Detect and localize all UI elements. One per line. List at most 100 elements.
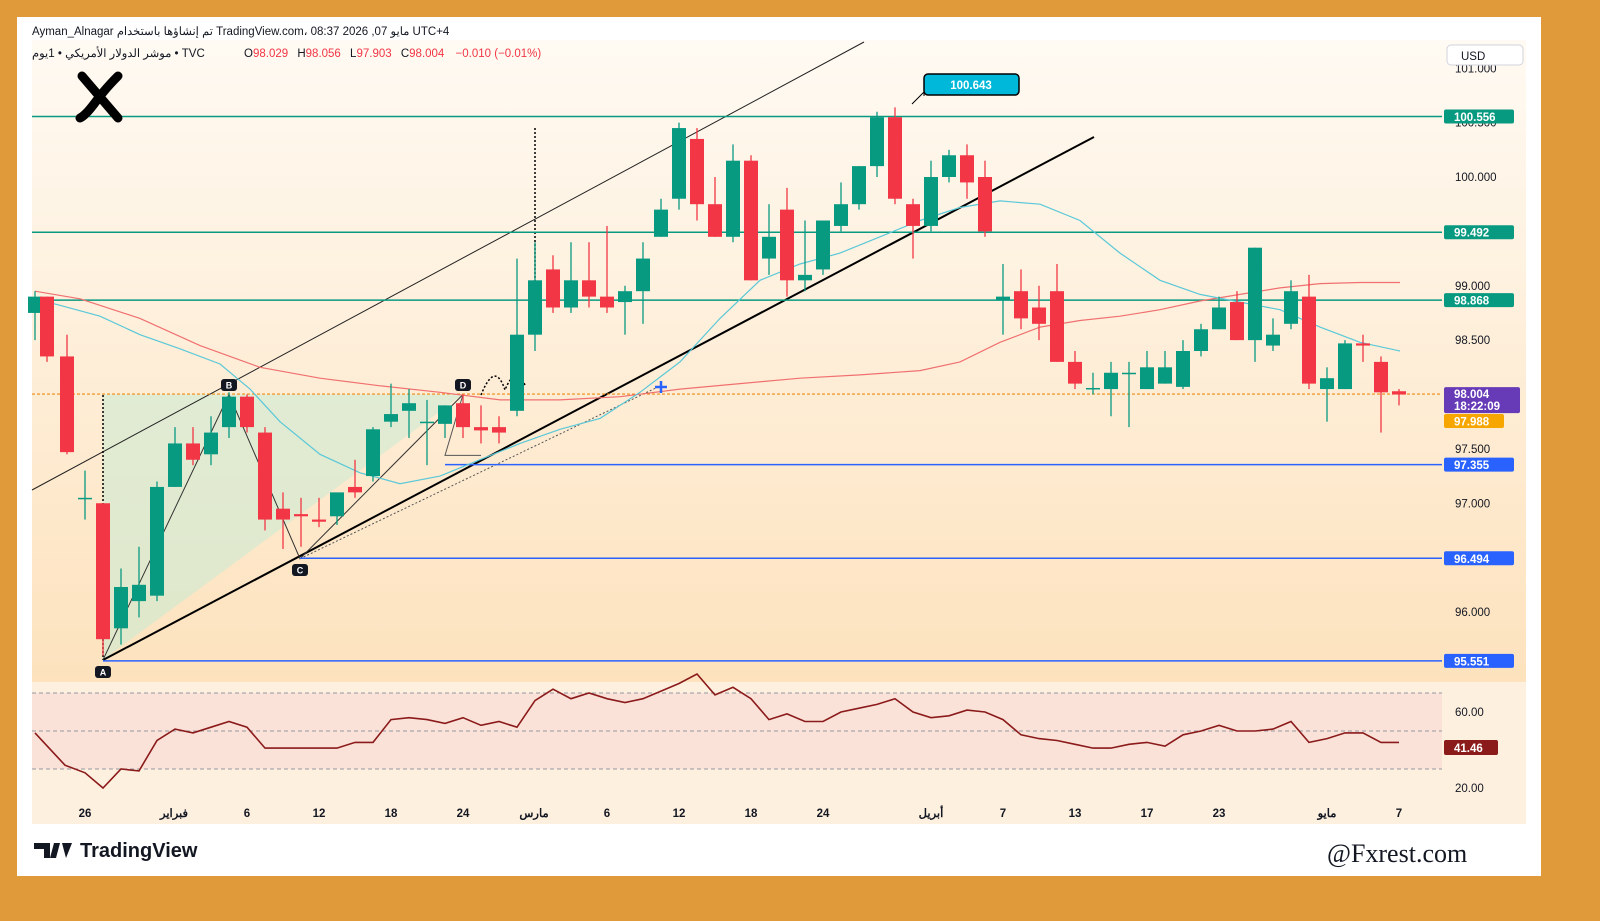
candle-19[interactable]: [366, 427, 380, 482]
candle-31[interactable]: [582, 242, 596, 308]
candle-65[interactable]: [1194, 323, 1208, 357]
candle-11[interactable]: [222, 392, 236, 438]
candle-64[interactable]: [1176, 340, 1190, 390]
candle-26[interactable]: [492, 416, 506, 444]
candle-27[interactable]: [510, 258, 524, 417]
candle-body: [384, 414, 398, 422]
candle-30[interactable]: [564, 242, 578, 313]
candle-22[interactable]: [420, 399, 434, 466]
candle-43[interactable]: [798, 220, 812, 292]
candle-0[interactable]: [28, 291, 42, 341]
candle-51[interactable]: [942, 149, 956, 183]
candle-39[interactable]: [726, 144, 740, 243]
candle-60[interactable]: [1104, 361, 1118, 417]
candle-6[interactable]: [132, 546, 146, 618]
candle-35[interactable]: [654, 198, 668, 237]
candle-41[interactable]: [762, 204, 776, 275]
candle-58[interactable]: [1068, 351, 1082, 390]
candle-8[interactable]: [168, 427, 182, 487]
candle-body: [762, 236, 776, 259]
candle-body: [348, 486, 362, 493]
candle-12[interactable]: [240, 394, 254, 433]
candle-66[interactable]: [1212, 296, 1226, 330]
candle-53[interactable]: [978, 160, 992, 237]
candle-4[interactable]: [96, 503, 110, 656]
candle-59[interactable]: [1086, 372, 1100, 395]
candle-2[interactable]: [60, 334, 74, 455]
candle-5[interactable]: [114, 568, 128, 645]
candle-23[interactable]: [438, 405, 452, 438]
candle-54[interactable]: [996, 264, 1010, 335]
candle-42[interactable]: [780, 187, 794, 297]
candle-40[interactable]: [744, 155, 758, 281]
candle-20[interactable]: [384, 383, 398, 428]
candle-body: [78, 497, 92, 500]
candle-25[interactable]: [474, 405, 488, 444]
price-tick-label: 97.000: [1455, 498, 1490, 510]
candle-15[interactable]: [294, 497, 308, 547]
high-price-callout[interactable]: 100.643: [911, 73, 1020, 105]
candle-34[interactable]: [636, 242, 650, 324]
candle-33[interactable]: [618, 285, 632, 335]
price-axis[interactable]: 20.00 60.00 41.46 96.000 97.000 97.500 98.500 9…: [1444, 63, 1520, 795]
candle-73[interactable]: [1338, 340, 1352, 390]
candle-1[interactable]: [40, 296, 54, 362]
candle-61[interactable]: [1122, 361, 1136, 428]
currency-badge[interactable]: USD: [1446, 44, 1524, 66]
candle-71[interactable]: [1302, 274, 1316, 390]
candle-76[interactable]: [1392, 389, 1406, 406]
candle-body: [330, 492, 344, 517]
candle-body: [1014, 291, 1028, 319]
candle-body: [204, 432, 218, 455]
candle-67[interactable]: [1230, 291, 1244, 341]
time-axis[interactable]: 26 فبراير 6 12 18 24 مارس 6 12 18 24 أبريل 7 13 17 23 ما…: [79, 805, 1403, 821]
candle-13[interactable]: [258, 427, 272, 531]
candle-57[interactable]: [1050, 264, 1064, 362]
candle-3[interactable]: [78, 470, 92, 520]
candle-36[interactable]: [672, 122, 686, 210]
candle-body: [906, 204, 920, 226]
candle-45[interactable]: [834, 182, 848, 232]
price-tag-label: 99.492: [1454, 228, 1489, 240]
low-value: 97.903: [356, 48, 391, 60]
candle-38[interactable]: [708, 177, 722, 237]
candle-74[interactable]: [1356, 334, 1370, 362]
candle-32[interactable]: [600, 225, 614, 313]
candle-68[interactable]: [1248, 247, 1262, 362]
candle-70[interactable]: [1284, 280, 1298, 330]
candle-16[interactable]: [312, 497, 326, 528]
candle-44[interactable]: [816, 220, 830, 275]
candle-56[interactable]: [1032, 285, 1046, 341]
price-tag-100.556: 100.556: [1444, 109, 1514, 124]
candle-72[interactable]: [1320, 367, 1334, 422]
candle-21[interactable]: [402, 389, 416, 438]
candle-62[interactable]: [1140, 351, 1154, 390]
time-tick-label: 6: [244, 808, 250, 820]
candle-69[interactable]: [1266, 318, 1280, 351]
candle-14[interactable]: [276, 492, 290, 549]
candle-52[interactable]: [960, 144, 974, 199]
candle-55[interactable]: [1014, 269, 1028, 330]
candle-9[interactable]: [186, 427, 200, 466]
candle-47[interactable]: [870, 111, 884, 177]
candle-49[interactable]: [906, 198, 920, 259]
candle-63[interactable]: [1158, 351, 1172, 384]
candle-10[interactable]: [204, 416, 218, 466]
candle-7[interactable]: [150, 481, 164, 602]
price-tag-label: 100.556: [1454, 112, 1496, 124]
candle-75[interactable]: [1374, 356, 1388, 433]
price-tick-label: 97.500: [1455, 444, 1490, 456]
candle-37[interactable]: [690, 128, 704, 221]
candle-28[interactable]: [528, 242, 542, 351]
candle-29[interactable]: [546, 255, 560, 313]
candle-50[interactable]: [924, 160, 938, 232]
candle-48[interactable]: [888, 107, 902, 205]
current-price-tag-label: 98.004: [1454, 389, 1490, 401]
candle-body: [744, 160, 758, 281]
candle-24[interactable]: [456, 394, 470, 439]
candle-17[interactable]: [330, 492, 344, 525]
candle-18[interactable]: [348, 459, 362, 498]
candle-46[interactable]: [852, 166, 866, 210]
candle-body: [690, 138, 704, 205]
